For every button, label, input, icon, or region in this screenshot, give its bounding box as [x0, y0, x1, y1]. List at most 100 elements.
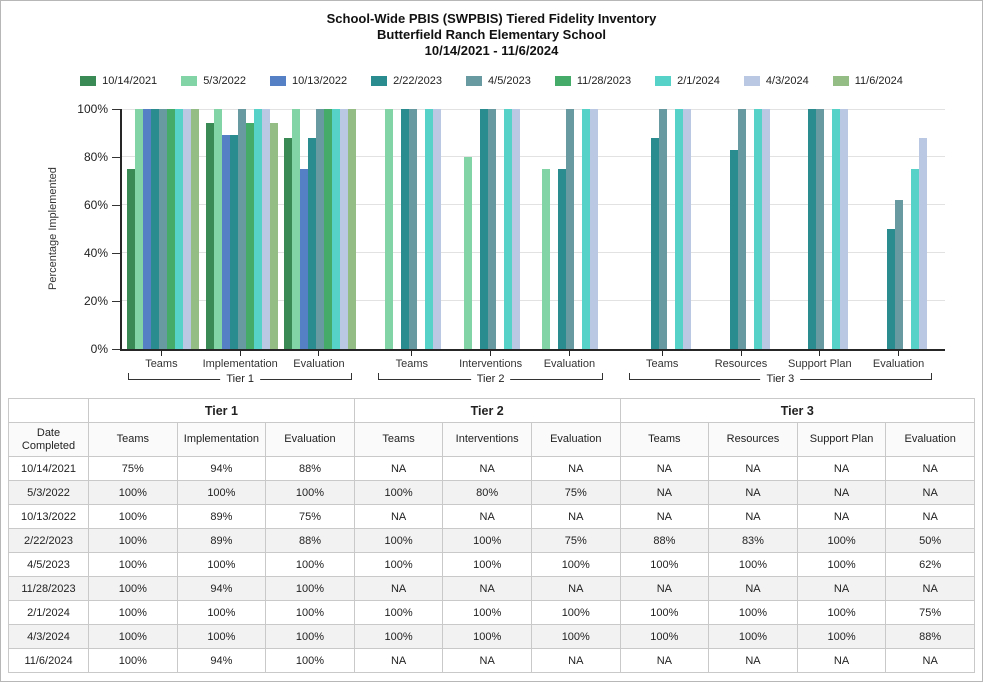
- y-tick-mark: [112, 300, 120, 302]
- chart-bar: [737, 109, 746, 349]
- chart-bar: [191, 109, 200, 349]
- value-cell: 89%: [176, 504, 267, 529]
- chart-bar: [511, 109, 520, 349]
- chart-bar: [816, 109, 825, 349]
- value-cell: NA: [530, 648, 621, 673]
- bracket-end-left: [128, 373, 129, 380]
- value-cell: 100%: [530, 600, 621, 625]
- chart-bar: [401, 109, 410, 349]
- chart-bar: [308, 137, 317, 349]
- value-cell: 100%: [265, 648, 355, 673]
- value-cell: 100%: [88, 552, 178, 577]
- bar-groups: [122, 109, 945, 349]
- legend-swatch-icon: [80, 76, 97, 86]
- table-row: 2/22/2023 100% 89% 88% 100% 100% 75% 88% 83% 100%…: [8, 528, 975, 553]
- y-tick-text: 20%: [83, 294, 108, 308]
- value-cell: 100%: [265, 552, 355, 577]
- category-bar-group: [203, 109, 282, 349]
- value-cell: 94%: [176, 648, 267, 673]
- legend-label: 11/28/2023: [576, 75, 632, 87]
- value-cell: NA: [353, 576, 444, 601]
- tier-bracket-group: Tier 3: [623, 372, 938, 388]
- x-tick-mark: [160, 351, 162, 356]
- category-label: Evaluation: [859, 351, 938, 370]
- value-cell: 100%: [442, 552, 532, 577]
- value-cell: NA: [796, 504, 887, 529]
- value-cell: 100%: [353, 528, 444, 553]
- x-tick-mark: [661, 351, 663, 356]
- tier-group: [624, 109, 938, 349]
- table-row: 4/3/2024 100% 100% 100% 100% 100% 100% 100% 100%…: [8, 624, 975, 649]
- chart-bar: [143, 109, 152, 349]
- corner-cell: [8, 398, 89, 423]
- legend-label: 2/1/2024: [677, 75, 720, 87]
- chart-bar: [894, 200, 903, 349]
- chart-bar: [127, 169, 136, 349]
- chart-bar: [221, 135, 230, 349]
- value-cell: 100%: [176, 624, 267, 649]
- category-label: Teams: [623, 351, 702, 370]
- legend-swatch-icon: [554, 76, 571, 86]
- legend-label: 4/3/2024: [765, 75, 809, 87]
- row-date: 11/6/2024: [8, 648, 89, 673]
- x-axis-category-labels: Teams Implementation Evaluation Teams Interv…: [120, 351, 945, 370]
- category-bar-group: [374, 109, 453, 349]
- chart-bar: [167, 109, 176, 349]
- tier-header-row: Tier 1 Tier 2 Tier 3: [8, 398, 976, 423]
- value-cell: 100%: [708, 624, 798, 649]
- chart-bar: [300, 169, 309, 349]
- tier-brackets: Tier 1 Tier 2 Tier 3: [120, 372, 945, 388]
- row-date: 5/3/2022: [8, 480, 89, 505]
- legend-item: 10/14/2021: [80, 75, 157, 87]
- chart-bar: [385, 109, 394, 349]
- x-tick-mark: [239, 351, 241, 356]
- tier-header: Tier 2: [353, 398, 621, 423]
- value-cell: 62%: [885, 552, 975, 577]
- chart-bar: [175, 109, 184, 349]
- table-row: 5/3/2022 100% 100% 100% 100% 80% 75% NA NA NA NA: [8, 480, 975, 505]
- chart-bar: [558, 169, 567, 349]
- bracket-end-right: [601, 373, 603, 380]
- chart-legend: 10/14/2021 5/3/2022 10/13/2022 2/22/2023 4/5…: [8, 75, 975, 87]
- value-cell: 75%: [530, 480, 621, 505]
- value-cell: 100%: [265, 480, 355, 505]
- y-tick-text: 80%: [83, 150, 108, 164]
- chart-bar: [213, 109, 222, 349]
- value-cell: 89%: [176, 528, 267, 553]
- column-header: Implementation: [176, 422, 267, 457]
- value-cell: 100%: [176, 480, 267, 505]
- legend-item: 2/22/2023: [371, 75, 442, 87]
- category-bar-group: [281, 109, 360, 349]
- legend-item: 10/13/2022: [270, 75, 347, 87]
- legend-swatch-icon: [743, 76, 760, 86]
- plot-column: Teams Implementation Evaluation Teams Interv…: [120, 109, 945, 388]
- value-cell: NA: [619, 648, 710, 673]
- value-cell: NA: [442, 576, 532, 601]
- value-cell: 100%: [88, 504, 178, 529]
- y-axis-labels: 0% 20% 40% 60% 80% 100%: [64, 102, 120, 356]
- y-tick-mark: [112, 156, 120, 158]
- chart-bar: [159, 109, 168, 349]
- value-cell: NA: [885, 648, 975, 673]
- x-tick-mark: [819, 351, 821, 356]
- category-label-text: Interventions: [459, 358, 523, 370]
- chart-bar: [463, 157, 472, 349]
- value-cell: 75%: [265, 504, 355, 529]
- value-cell: 100%: [530, 624, 621, 649]
- row-date: 10/13/2022: [8, 504, 89, 529]
- x-tick-mark: [568, 351, 570, 356]
- tier-group: [374, 109, 610, 349]
- value-cell: NA: [442, 504, 532, 529]
- value-cell: NA: [796, 576, 887, 601]
- category-label-text: Implementation: [202, 358, 278, 370]
- category-bar-group: [624, 109, 703, 349]
- value-cell: 100%: [708, 600, 798, 625]
- chart-bar: [284, 137, 293, 349]
- column-header: Teams: [88, 422, 178, 457]
- y-tick-mark: [112, 108, 120, 110]
- chart-bar: [183, 109, 192, 349]
- column-header-row: Date Completed Teams Implementation Evaluat…: [8, 422, 975, 457]
- category-bar-group: [702, 109, 781, 349]
- chart-bar: [582, 109, 591, 349]
- tier-label-group: Teams Implementation Evaluation: [122, 351, 358, 370]
